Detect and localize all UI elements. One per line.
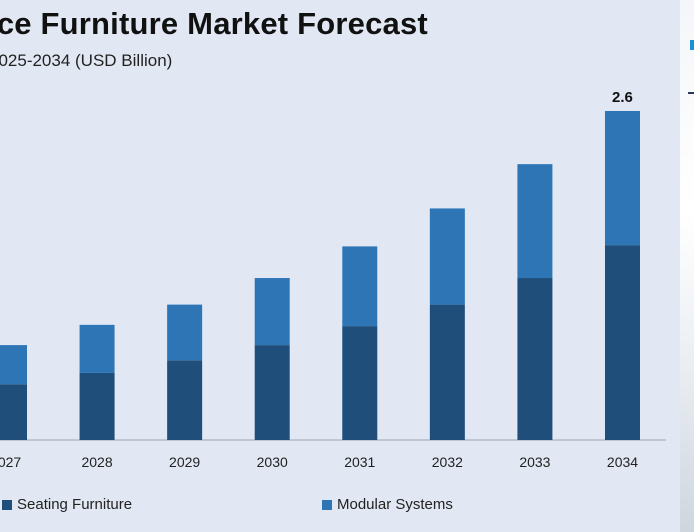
x-tick-label-2029: 2029 [169,454,200,470]
bar-seating-2030 [254,345,290,440]
x-tick-label-2028: 2028 [81,454,112,470]
bar-seating-2032 [429,304,465,440]
bar-seating-2029 [167,360,203,440]
x-tick-label-2034: 2034 [607,454,638,470]
x-tick-label-2033: 2033 [519,454,550,470]
bar-modular-2033 [517,164,553,279]
legend-label-modular: Modular Systems [337,496,453,513]
bar-seating-2031 [342,326,378,440]
x-tick-label-2030: 2030 [257,454,288,470]
data-label-2034: 2.6 [612,89,633,106]
legend-item-seating: Seating Furniture [2,496,132,513]
bar-seating-2033 [517,278,553,440]
bar-modular-2028 [79,324,115,373]
bar-modular-2027 [0,345,27,385]
bar-chart: 027 2028 2029 2030 2031 2032 2033 2034 2.6 [0,89,666,470]
legend-label-seating: Seating Furniture [17,496,133,513]
accent-line [688,92,694,94]
legend-item-modular: Modular Systems [322,496,453,513]
bar-modular-2030 [254,278,290,346]
x-tick-label-2027: 027 [0,454,21,470]
accent-mark [690,40,694,50]
bar-modular-2034 [604,111,640,246]
chart-card: ice Furniture Market Forecast 2025-2034 … [0,6,666,513]
bar-modular-2029 [167,304,203,361]
bar-seating-2034 [604,245,640,440]
bar-modular-2031 [342,246,378,327]
side-panel [680,0,694,532]
chart-title: ice Furniture Market Forecast [0,6,428,41]
seating-swatch [2,499,12,510]
bar-seating-2028 [79,372,115,440]
x-tick-label-2031: 2031 [344,454,375,470]
bar-modular-2032 [429,208,465,305]
modular-swatch [322,499,332,510]
x-tick-label-2032: 2032 [432,454,463,470]
bar-seating-2027 [0,384,27,440]
chart-subtitle: 2025-2034 (USD Billion) [0,51,173,70]
